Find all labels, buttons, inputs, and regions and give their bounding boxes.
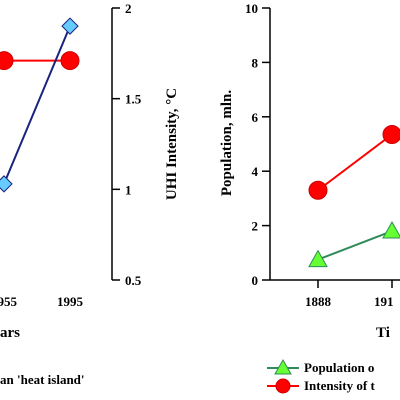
uhi-y-tick-label: 1 xyxy=(125,182,132,197)
uhi-data-point xyxy=(0,175,13,193)
population-y-tick-label: 6 xyxy=(252,110,259,125)
uhi-x-axis-title: ars xyxy=(0,325,20,341)
legend-label-intensity: Intensity of t xyxy=(304,378,375,393)
uhi-series-0 xyxy=(0,51,80,71)
legend-swatch-population-marker xyxy=(274,358,292,375)
uhi-series-line xyxy=(3,25,71,185)
population-x-axis-title: Ti xyxy=(376,325,390,341)
population-series-1 xyxy=(308,221,400,268)
legend-swatch-intensity-marker xyxy=(275,378,291,394)
uhi-data-point xyxy=(0,51,14,71)
uhi-data-point xyxy=(61,17,79,35)
population-data-point xyxy=(382,124,400,144)
population-y-tick-label: 2 xyxy=(252,219,259,234)
uhi-y-axis-title: UHI Intensity, °C xyxy=(164,88,180,200)
uhi-y-tick-label: 0.5 xyxy=(125,273,142,288)
population-legend: Population o Intensity of t xyxy=(267,358,375,394)
population-data-point xyxy=(308,180,328,200)
population-y-tick-label: 8 xyxy=(252,55,259,70)
legend-entry-population: Population o xyxy=(267,358,374,375)
uhi-x-tick-label: 1995 xyxy=(57,294,84,309)
population-series-line xyxy=(317,133,393,192)
uhi-y-tick-label: 1.5 xyxy=(125,92,142,107)
population-data-point xyxy=(382,221,400,239)
population-series xyxy=(308,124,400,268)
legend-entry-intensity: Intensity of t xyxy=(267,378,375,394)
population-x-tick-label: 191 xyxy=(374,294,394,309)
population-y-tick-label: 4 xyxy=(252,164,259,179)
population-series-0 xyxy=(308,124,400,200)
population-y-tick-label: 0 xyxy=(252,273,259,288)
uhi-data-point xyxy=(60,51,80,71)
legend-label-population: Population o xyxy=(304,360,374,375)
population-x-ticks: 1888 191 xyxy=(305,280,394,309)
population-y-axis-title: Population, mln. xyxy=(219,90,235,197)
uhi-chart: 0.511.52 19551995 ars UHI Intensity, °C … xyxy=(0,1,180,387)
uhi-series xyxy=(0,17,80,193)
population-x-tick-label: 1888 xyxy=(305,294,332,309)
population-data-point xyxy=(308,249,328,268)
uhi-y-ticks: 0.5 1 1.5 2 xyxy=(112,1,142,288)
uhi-series-1 xyxy=(0,17,79,193)
population-y-tick-label: 10 xyxy=(245,1,258,16)
population-chart: 0 2 4 6 8 10 1888 191 Ti Population, mln. Popu… xyxy=(219,1,400,394)
uhi-legend-label: an 'heat island' xyxy=(0,372,85,387)
population-series-line xyxy=(317,230,393,261)
uhi-y-tick-label: 2 xyxy=(125,1,132,16)
uhi-x-ticks: 1955 1995 xyxy=(0,294,84,309)
population-y-ticks: 0 2 4 6 8 10 xyxy=(245,1,270,288)
uhi-x-tick-label: 1955 xyxy=(0,294,18,309)
